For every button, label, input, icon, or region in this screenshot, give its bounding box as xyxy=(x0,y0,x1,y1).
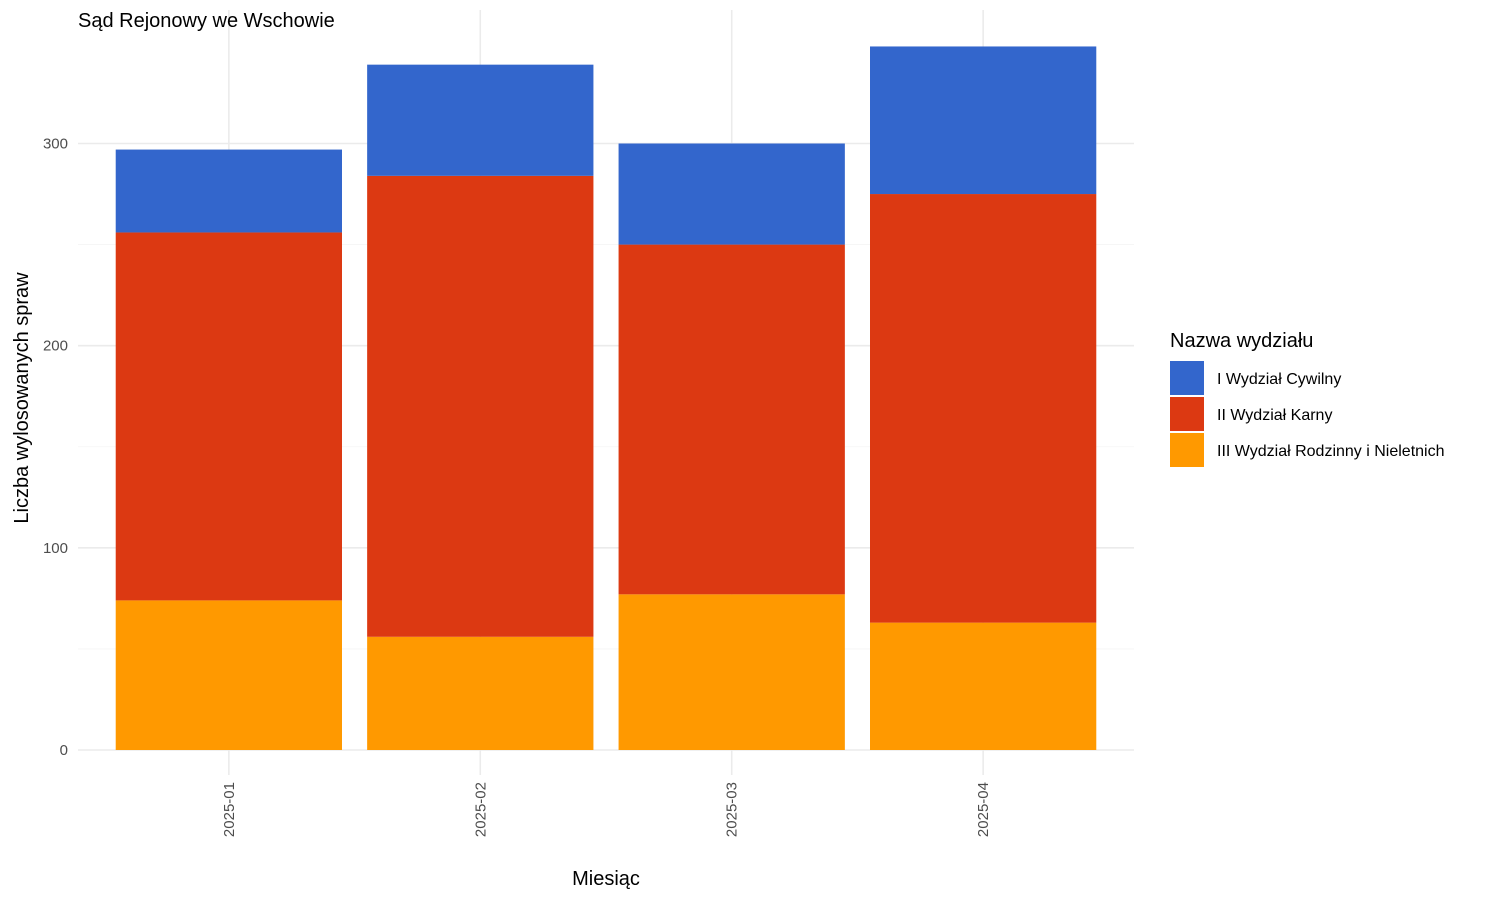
bar-segment xyxy=(870,622,1097,750)
bar-segment xyxy=(367,175,594,637)
x-tick-label: 2025-02 xyxy=(472,782,489,837)
legend-swatch xyxy=(1170,361,1204,395)
chart-title: Sąd Rejonowy we Wschowie xyxy=(78,10,335,32)
x-tick-label: 2025-01 xyxy=(221,782,238,837)
bar-segment xyxy=(115,149,342,233)
bar-segment xyxy=(618,143,845,245)
bar-segment xyxy=(618,594,845,750)
legend: Nazwa wydziału I Wydział Cywilny II Wydzi… xyxy=(1170,330,1445,467)
y-tick-label: 0 xyxy=(60,742,68,759)
legend-swatch xyxy=(1170,433,1204,467)
y-tick-label: 100 xyxy=(43,540,68,557)
bar-segment xyxy=(115,600,342,750)
x-tick-label: 2025-04 xyxy=(975,782,992,837)
x-axis: 2025-01 2025-02 2025-03 2025-04 xyxy=(221,770,992,837)
legend-title: Nazwa wydziału xyxy=(1170,330,1313,352)
y-tick-label: 200 xyxy=(43,338,68,355)
bars xyxy=(115,46,1097,750)
bar-segment xyxy=(618,244,845,595)
bar-segment xyxy=(870,194,1097,623)
legend-label: III Wydział Rodzinny i Nieletnich xyxy=(1217,443,1445,460)
bar-segment xyxy=(115,232,342,601)
bar-segment xyxy=(367,636,594,750)
legend-label: I Wydział Cywilny xyxy=(1217,371,1341,388)
legend-label: II Wydział Karny xyxy=(1217,407,1332,424)
x-axis-title: Miesiąc xyxy=(572,868,640,890)
bar-segment xyxy=(367,64,594,176)
y-axis: 0 100 200 300 xyxy=(43,136,68,760)
x-tick-label: 2025-03 xyxy=(724,782,741,837)
legend-swatch xyxy=(1170,397,1204,431)
y-axis-title: Liczba wylosowanych spraw xyxy=(11,272,33,524)
y-tick-label: 300 xyxy=(43,136,68,153)
bar-segment xyxy=(870,46,1097,195)
